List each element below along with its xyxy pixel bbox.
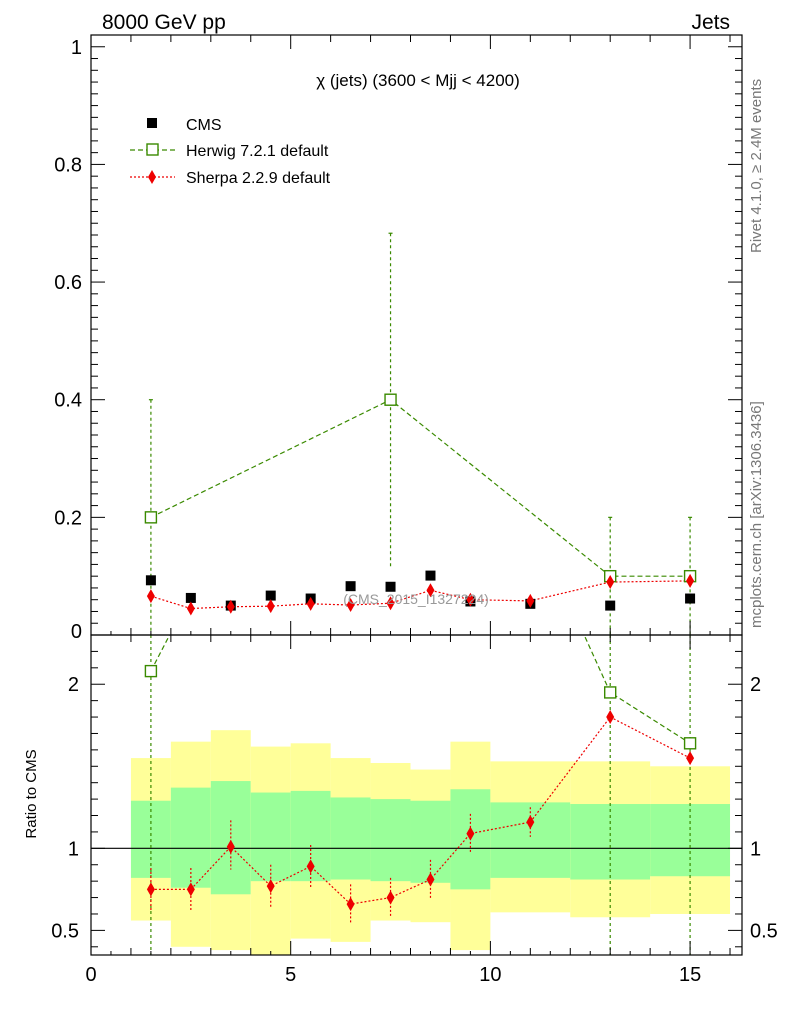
sherpa-ratio-point [606,710,615,725]
green-band-bin [490,802,571,878]
ratio-y-tick-label-right: 0.5 [750,920,778,942]
axes: 0 5 10 15 0 0.2 0.4 0.6 0.8 1 0.5 0.5 1 1 2 2 [51,35,778,986]
ratio-uncertainty-bands [91,730,742,955]
green-band-bin [330,797,371,880]
sherpa-data-point [466,592,475,607]
cms-data-point [385,581,396,592]
analysis-watermark: (CMS_2015_I1327224) [343,591,489,607]
main-y-tick-label: 0.8 [54,154,82,176]
sherpa-data-point [146,589,155,604]
cms-data-point [605,600,616,611]
sherpa-data-point [346,598,355,612]
ratio-ylabel: Ratio to CMS [23,749,40,838]
ratio-panel-frame [90,634,743,956]
sherpa-data-point [386,596,395,611]
sherpa-data-point [526,593,535,608]
herwig-ratio-point [144,664,158,678]
main-y-tick-label: 0.4 [54,390,82,412]
legend-label-herwig: Herwig 7.2.1 default [186,143,329,160]
ratio-panel [144,635,697,955]
legend-marker-sherpa [148,170,156,184]
sherpa-data-point [426,583,435,598]
green-band-bin [410,800,451,883]
sherpa-ratio-point [386,890,395,905]
cms-data-point [145,575,156,586]
mcplots-label: mcplots.cern.ch [arXiv:1306.3436] [748,401,765,628]
sherpa-ratio-point [226,839,235,854]
herwig-ratio-point [604,686,617,699]
sherpa-ratio-point [186,882,195,897]
sherpa-ratio-point [426,872,435,887]
green-band-bin [170,787,211,888]
green-band-bin [250,792,291,882]
cms-data-point [265,590,276,601]
legend: CMS Herwig 7.2.1 default Sherpa 2.2.9 de… [130,117,331,187]
ratio-y-tick-label-right: 2 [750,674,761,696]
ratio-y-tick-label-right: 1 [750,838,761,860]
green-band-bin [370,799,411,882]
cms-data-point [345,581,356,592]
x-tick-label: 5 [285,964,296,986]
cms-data-point [425,570,436,581]
main-y-tick-label: 0 [71,621,82,643]
legend-label-sherpa: Sherpa 2.2.9 default [186,170,331,187]
sherpa-data-point [186,601,195,616]
main-y-tick-label: 1 [71,37,82,59]
x-tick-label: 10 [479,964,501,986]
herwig-line [150,398,691,577]
cms-data-point [185,592,196,603]
ratio-y-tick-label-left: 0.5 [51,920,79,942]
header-left-title: 8000 GeV pp [102,11,226,34]
sherpa-data-point [266,599,275,614]
herwig-data-point [384,393,397,406]
legend-marker-cms [147,118,157,128]
sherpa-ratio-line [150,716,691,905]
sherpa-ratio-point [346,897,355,912]
chart-title: χ (jets) (3600 < Mjj < 4200) [316,71,520,90]
sherpa-data-point [306,596,315,611]
sherpa-data-point [606,575,615,590]
main-y-tick-label: 0.2 [54,507,82,529]
cms-data-point [685,593,696,604]
main-panel [144,232,697,635]
sherpa-ratio-point [466,826,475,841]
main-y-tick-label: 0.6 [54,272,82,294]
legend-label-cms: CMS [186,117,222,134]
sherpa-data-point [686,573,695,588]
ratio-y-tick-label-left: 2 [68,674,79,696]
x-tick-label: 0 [85,964,96,986]
herwig-ratio-line [150,635,691,744]
sherpa-ratio-point [306,859,315,874]
sherpa-ratio-point [266,879,275,894]
x-tick-label: 15 [679,964,701,986]
sherpa-line [150,580,691,610]
sherpa-ratio-point [686,751,695,766]
sherpa-ratio-point [526,815,535,830]
rivet-version-label: Rivet 4.1.0, ≥ 2.4M events [748,79,765,253]
header-right-title: Jets [691,11,730,34]
herwig-data-point [144,511,158,524]
ratio-y-tick-label-left: 1 [68,838,79,860]
sherpa-data-point [226,599,235,614]
herwig-ratio-point [683,737,697,750]
sherpa-ratio-point [146,882,155,897]
legend-marker-herwig [146,143,159,156]
